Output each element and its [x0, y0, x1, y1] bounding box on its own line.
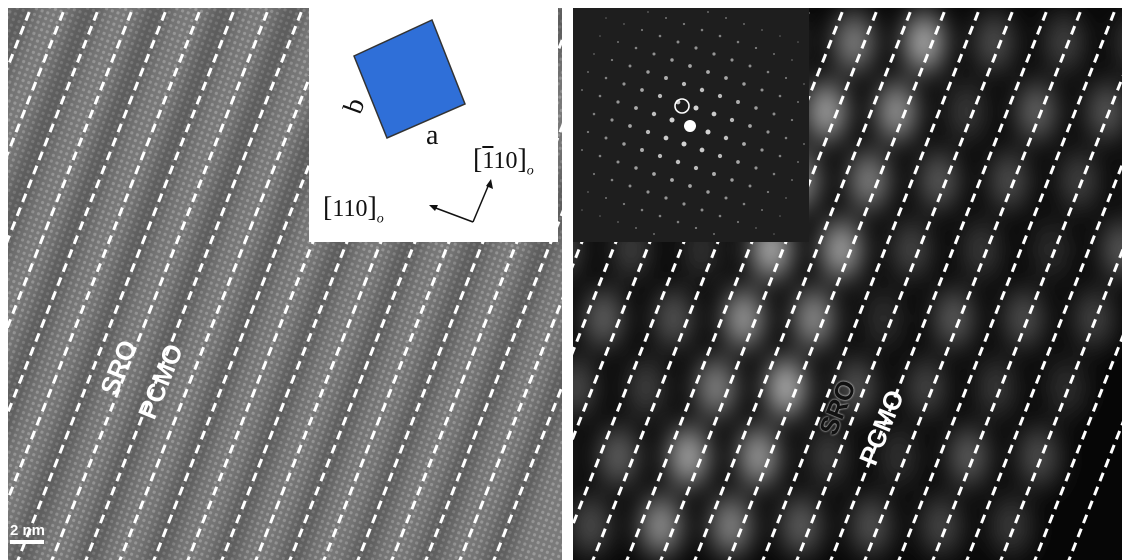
- scale-bar: [10, 540, 44, 544]
- interface-dashed-line: [8, 8, 67, 157]
- interface-dashed-line: [390, 123, 562, 560]
- scale-bar-label: 2 nm: [10, 522, 46, 539]
- orientation-inset: b a [110]o [110]o: [309, 8, 558, 242]
- fft-inset: [573, 8, 809, 242]
- interface-dashed-line: [863, 8, 1084, 560]
- filtered-image-panel: SRO PCMO: [573, 8, 1122, 560]
- crystal-square: [353, 18, 466, 139]
- fft-pattern: [573, 8, 809, 242]
- direction-bar110-label: [110]o: [473, 144, 534, 179]
- interface-dashed-line: [118, 8, 339, 560]
- axis-a-label: a: [426, 120, 439, 151]
- interface-dashed-line: [829, 8, 1050, 560]
- direction-110-label: [110]o: [323, 192, 384, 227]
- interface-dashed-line: [727, 8, 948, 560]
- orientation-diagram: [353, 18, 493, 223]
- interface-dashed-line: [625, 8, 846, 560]
- interface-dashed-line: [8, 8, 135, 330]
- interface-dashed-line: [84, 8, 305, 560]
- interface-dashed-line: [931, 74, 1122, 560]
- selected-spot-circle: [674, 98, 690, 114]
- interface-dashed-line: [999, 247, 1122, 560]
- interface-dashed-line: [8, 8, 203, 503]
- interface-dashed-line: [965, 161, 1122, 560]
- interface-dashed-line: [659, 8, 880, 560]
- interface-dashed-line: [897, 8, 1118, 560]
- interface-dashed-line: [424, 209, 562, 560]
- interface-dashed-line: [8, 8, 169, 417]
- interface-dashed-line: [761, 8, 982, 560]
- interface-dashed-line: [693, 8, 914, 560]
- interface-dashed-line: [795, 8, 1016, 560]
- interface-dashed-line: [8, 8, 101, 244]
- interface-dashed-line: [50, 8, 271, 560]
- interface-dashed-line: [16, 8, 237, 560]
